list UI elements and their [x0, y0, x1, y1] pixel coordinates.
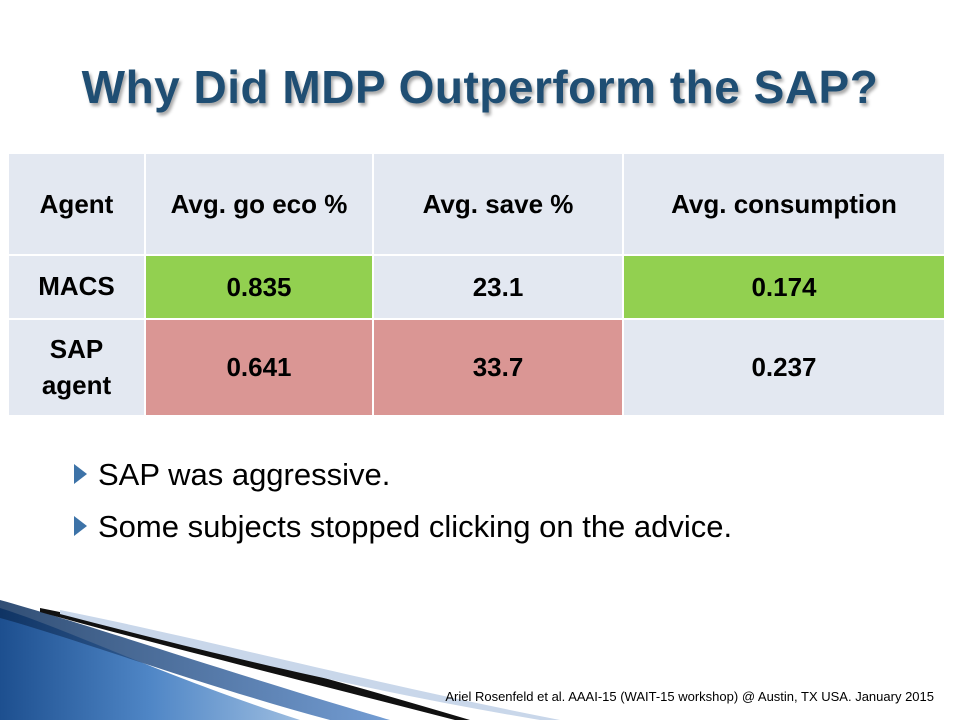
agent-cell: MACS	[7, 254, 146, 320]
agent-label: SAP agent	[41, 334, 112, 400]
header-save: Avg. save %	[372, 152, 624, 256]
decorative-swoosh-icon	[0, 600, 560, 720]
bullet-list: SAP was aggressive. Some subjects stoppe…	[74, 452, 732, 556]
bullet-item: Some subjects stopped clicking on the ad…	[74, 504, 732, 556]
triangle-bullet-icon	[74, 464, 87, 484]
bullet-text: SAP was aggressive.	[98, 457, 391, 492]
table-row-macs: MACS 0.835 23.1 0.174	[7, 254, 946, 320]
header-agent: Agent	[7, 152, 146, 256]
header-go-eco: Avg. go eco %	[144, 152, 374, 256]
triangle-bullet-icon	[74, 516, 87, 536]
footer-citation: Ariel Rosenfeld et al. AAAI-15 (WAIT-15 …	[445, 689, 934, 704]
header-consumption: Avg. consumption	[622, 152, 946, 256]
value-cell: 23.1	[372, 254, 624, 320]
value-cell: 33.7	[372, 318, 624, 417]
value-cell: 0.237	[622, 318, 946, 417]
table-row-sap: SAP agent 0.641 33.7 0.237	[7, 318, 946, 417]
agent-cell: SAP agent	[7, 318, 146, 417]
value-cell: 0.174	[622, 254, 946, 320]
value-cell: 0.641	[144, 318, 374, 417]
bullet-text: Some subjects stopped clicking on the ad…	[98, 509, 733, 544]
table-header-row: Agent Avg. go eco % Avg. save % Avg. con…	[7, 152, 946, 256]
value-cell: 0.835	[144, 254, 374, 320]
bullet-item: SAP was aggressive.	[74, 452, 732, 504]
results-table: Agent Avg. go eco % Avg. save % Avg. con…	[7, 152, 946, 417]
slide-title: Why Did MDP Outperform the SAP?	[81, 61, 879, 113]
